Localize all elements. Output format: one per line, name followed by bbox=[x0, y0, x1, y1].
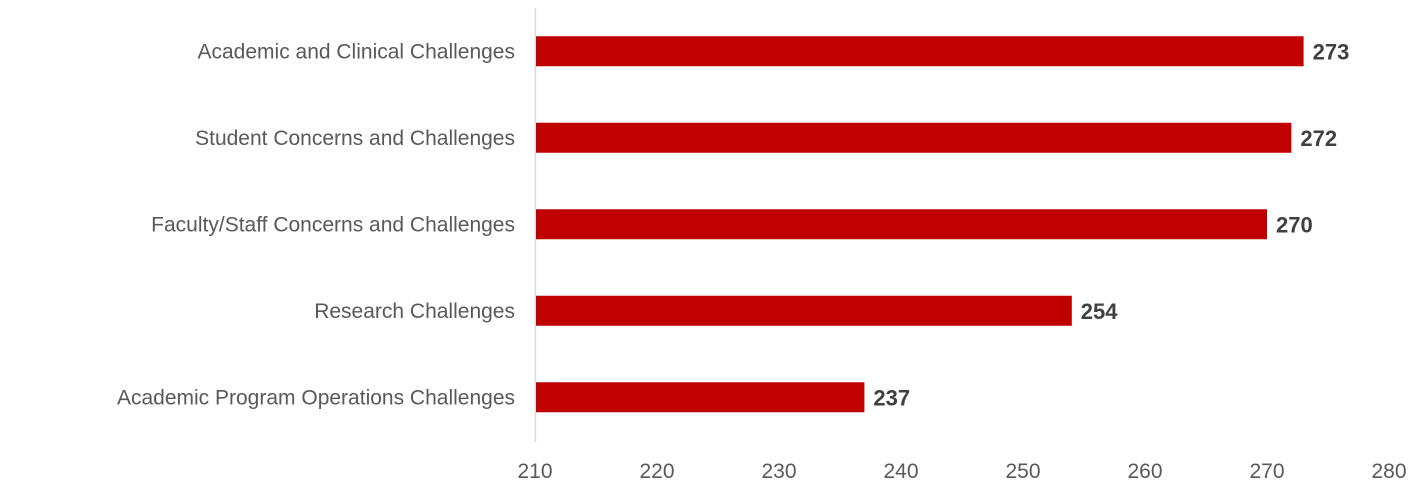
x-tick-label: 270 bbox=[1249, 460, 1284, 483]
bar bbox=[536, 122, 1292, 153]
x-tick-label: 220 bbox=[639, 460, 674, 483]
bar bbox=[536, 382, 865, 413]
x-tick-label: 260 bbox=[1127, 460, 1162, 483]
x-tick-label: 230 bbox=[761, 460, 796, 483]
bar bbox=[536, 209, 1267, 240]
category-labels-group: Academic and Clinical Challenges Student … bbox=[117, 40, 515, 409]
x-tick-label: 240 bbox=[883, 460, 918, 483]
data-label: 270 bbox=[1276, 212, 1313, 237]
bar bbox=[536, 295, 1072, 326]
data-label: 254 bbox=[1081, 299, 1118, 324]
data-label: 273 bbox=[1313, 39, 1350, 64]
category-label: Research Challenges bbox=[314, 300, 515, 323]
x-tick-label: 250 bbox=[1005, 460, 1040, 483]
data-label: 272 bbox=[1300, 126, 1337, 151]
category-label: Student Concerns and Challenges bbox=[195, 127, 515, 150]
bars-group bbox=[536, 36, 1304, 413]
bar bbox=[536, 36, 1304, 67]
category-label: Academic Program Operations Challenges bbox=[117, 386, 515, 409]
category-label: Academic and Clinical Challenges bbox=[197, 40, 515, 63]
category-label: Faculty/Staff Concerns and Challenges bbox=[151, 213, 515, 236]
x-tick-labels-group: 210 220 230 240 250 260 270 280 bbox=[517, 460, 1406, 483]
x-tick-label: 210 bbox=[517, 460, 552, 483]
data-label: 237 bbox=[873, 385, 910, 410]
x-tick-label: 280 bbox=[1371, 460, 1406, 483]
data-labels-group: 273 272 270 254 237 bbox=[873, 39, 1349, 410]
